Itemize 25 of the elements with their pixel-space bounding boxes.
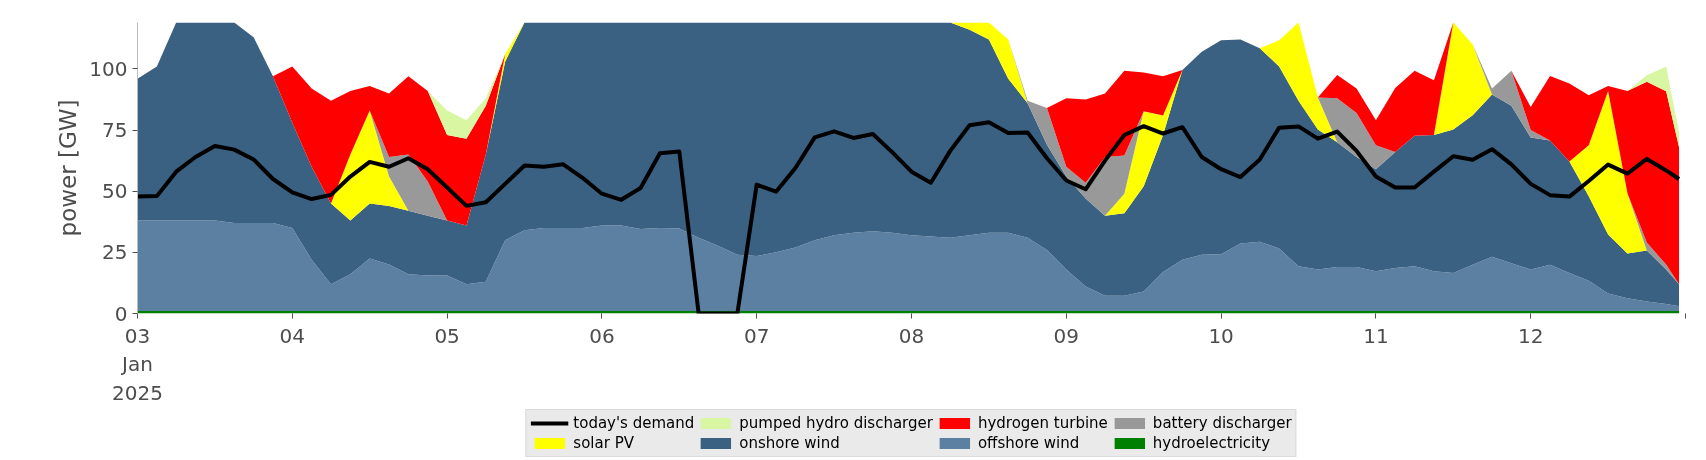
legend-label: offshore wind — [977, 434, 1080, 452]
y-tick-label: 25 — [102, 240, 128, 265]
legend-label: today's demand — [573, 414, 695, 432]
x-tick-label: 10 — [1208, 323, 1234, 348]
x-tick-label: 12 — [1517, 323, 1544, 348]
legend-label: pumped hydro discharger — [739, 414, 933, 432]
y-axis-title: power [GW] — [55, 99, 82, 237]
legend-label: onshore wind — [739, 434, 840, 452]
legend-label: solar PV — [573, 434, 634, 452]
y-tick-label: 50 — [102, 179, 128, 204]
y-tick-label: 0 — [114, 301, 128, 326]
x-tick-label: 11 — [1363, 323, 1389, 348]
x-tick-label: 04 — [279, 323, 306, 348]
x-tick-label: 05 — [434, 323, 460, 348]
line-series — [137, 120, 1682, 314]
legend-label: battery discharger — [1152, 414, 1292, 432]
x-tick-label: 09 — [1053, 323, 1080, 348]
legend-label: hydroelectricity — [1152, 434, 1271, 452]
legend-label: hydrogen turbine — [977, 414, 1108, 432]
y-tick-label: 100 — [89, 56, 128, 81]
x-tick-label: 03 Jan 2025 — [112, 323, 163, 406]
x-tick-label: 08 — [898, 323, 925, 348]
x-tick-label: 06 — [589, 323, 615, 348]
x-tick-label: 07 — [743, 323, 770, 348]
y-tick-label: 75 — [102, 118, 128, 143]
